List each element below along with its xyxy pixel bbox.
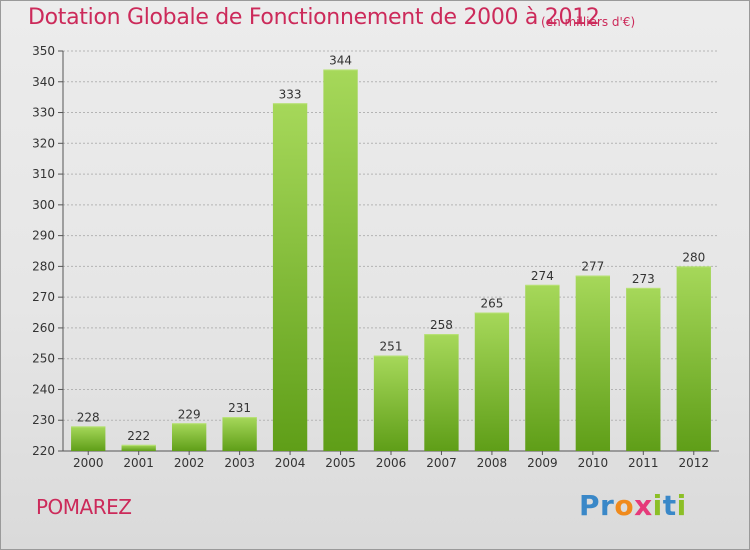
y-tick-label: 320 [32, 136, 55, 150]
x-tick-label: 2005 [325, 456, 356, 470]
logo-letter: P [579, 489, 601, 522]
x-tick-label: 2003 [224, 456, 255, 470]
bar [525, 284, 560, 451]
data-label: 273 [632, 272, 655, 286]
data-label: 229 [178, 407, 201, 421]
bar [474, 312, 510, 451]
y-tick-label: 270 [32, 290, 55, 304]
y-tick-label: 240 [32, 382, 55, 396]
x-tick-label: 2011 [628, 456, 659, 470]
x-tick-label: 2001 [123, 456, 154, 470]
x-tick-label: 2007 [426, 456, 457, 470]
logo-letter: i [676, 489, 687, 522]
data-label: 280 [682, 250, 705, 264]
data-label: 258 [430, 318, 453, 332]
x-tick-label: 2002 [174, 456, 205, 470]
x-tick-label: 2004 [275, 456, 306, 470]
commune-name: POMAREZ [36, 495, 132, 519]
y-tick-label: 340 [32, 75, 55, 89]
x-tick-label: 2008 [477, 456, 508, 470]
x-axis-ticks: 2000 2001 2002 2003 2004 2005 2006 2007 2008 2009… [73, 451, 709, 470]
x-tick-label: 2009 [527, 456, 558, 470]
logo-letter: t [662, 489, 677, 522]
logo-letter: i [652, 489, 663, 522]
logo-letter: r [600, 489, 615, 522]
y-tick-label: 230 [32, 413, 55, 427]
x-tick-label: 2006 [376, 456, 407, 470]
y-axis-ticks: 220 230 240 250 260 270 280 290 300 310 320 330 340 3… [32, 44, 63, 458]
proxiti-logo[interactable]: Proxiti [579, 489, 687, 522]
bar [575, 275, 611, 451]
logo-letter: o [614, 489, 635, 522]
y-tick-label: 260 [32, 321, 55, 335]
data-label: 274 [531, 269, 554, 283]
y-tick-label: 350 [32, 44, 55, 58]
data-label: 333 [279, 87, 302, 101]
data-label: 251 [380, 340, 403, 354]
data-label: 231 [228, 401, 251, 415]
bars [71, 69, 711, 452]
data-label: 265 [480, 297, 503, 311]
bar [424, 334, 459, 451]
x-tick-label: 2012 [678, 456, 709, 470]
bar [373, 355, 409, 451]
bar [222, 417, 257, 451]
bar [71, 426, 106, 451]
x-tick-label: 2010 [578, 456, 609, 470]
y-tick-label: 330 [32, 106, 55, 120]
data-label: 344 [329, 53, 352, 67]
y-tick-label: 290 [32, 229, 55, 243]
y-tick-label: 250 [32, 352, 55, 366]
y-tick-label: 300 [32, 198, 55, 212]
y-tick-label: 220 [32, 444, 55, 458]
data-label: 222 [127, 429, 150, 443]
chart-subtitle: (en milliers d'€) [541, 15, 636, 29]
bar [323, 69, 358, 451]
x-tick-label: 2000 [73, 456, 104, 470]
data-label: 277 [581, 260, 604, 274]
bar [272, 103, 308, 452]
data-labels: 228 222 229 231 333 344 251 258 265 274 277 273 280 [77, 53, 705, 442]
bar [121, 444, 156, 451]
y-tick-label: 310 [32, 167, 55, 181]
chart-title: Dotation Globale de Fonctionnement de 20… [28, 5, 600, 30]
data-label: 228 [77, 410, 100, 424]
bar [676, 266, 711, 451]
logo-letter: x [634, 489, 653, 522]
bar [626, 287, 661, 451]
y-tick-label: 280 [32, 259, 55, 273]
bar [171, 423, 207, 451]
